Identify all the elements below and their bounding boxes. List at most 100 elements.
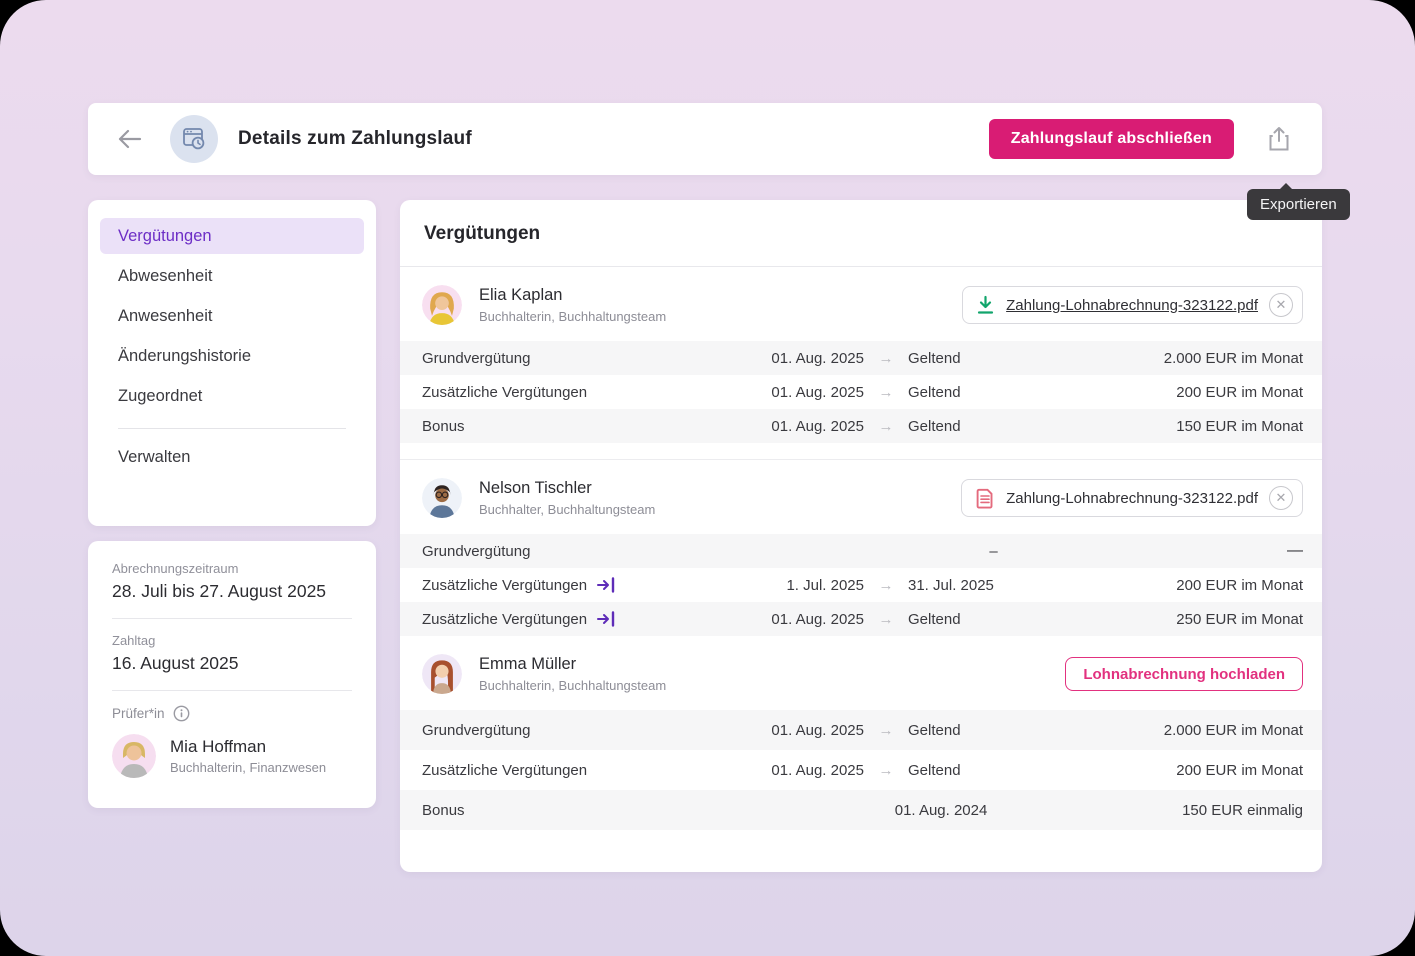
compensation-row: Zusätzliche Vergütungen 01. Aug. 2025 → …: [400, 750, 1322, 790]
sidebar-item-verguetungen[interactable]: Vergütungen: [100, 218, 364, 254]
sidebar-item-verwalten[interactable]: Verwalten: [118, 447, 191, 466]
row-amount: —: [1287, 542, 1303, 559]
compensation-row: Bonus 01. Aug. 2025 → Geltend 150 EUR im…: [400, 409, 1322, 443]
payslip-filename[interactable]: Zahlung-Lohnabrechnung-323122.pdf: [1006, 296, 1258, 314]
compensation-row: Grundvergütung 01. Aug. 2025 → Geltend 2…: [400, 710, 1322, 750]
row-from-date: 1. Jul. 2025: [786, 576, 864, 594]
row-label: Zusätzliche Vergütungen: [422, 383, 588, 401]
export-icon[interactable]: [1262, 122, 1296, 156]
divider: [112, 690, 352, 691]
sidebar-item-aenderungshistorie[interactable]: Änderungshistorie: [118, 346, 251, 365]
payslip-attachment[interactable]: Zahlung-Lohnabrechnung-323122.pdf ✕: [962, 286, 1303, 324]
payslip-filename[interactable]: Zahlung-Lohnabrechnung-323122.pdf: [1006, 489, 1258, 507]
divider: [112, 618, 352, 619]
row-label: Bonus: [422, 801, 465, 819]
compensations-panel: Vergütungen Elia Kaplan Buchhalterin, Bu…: [400, 200, 1322, 872]
arrow-right-icon: →: [878, 576, 894, 594]
back-arrow-icon[interactable]: [112, 122, 146, 156]
reviewer-name: Mia Hoffman: [170, 737, 267, 756]
arrow-right-icon: →: [878, 383, 894, 401]
row-label: Zusätzliche Vergütungen: [422, 610, 588, 628]
row-empty-dash: –: [989, 542, 998, 560]
row-label: Zusätzliche Vergütungen: [422, 761, 588, 779]
employee-role: Buchhalterin, Buchhaltungsteam: [479, 678, 667, 693]
avatar: [422, 285, 462, 325]
download-icon: [978, 295, 994, 314]
row-amount: 150 EUR einmalig: [1182, 801, 1303, 819]
reviewer-role: Buchhalterin, Finanzwesen: [170, 760, 327, 775]
employee-name: Elia Kaplan: [479, 286, 563, 304]
compensation-row: Zusätzliche Vergütungen 01. Aug. 2025 → …: [400, 375, 1322, 409]
row-label: Bonus: [422, 417, 465, 435]
row-label: Zusätzliche Vergütungen: [422, 576, 588, 594]
arrow-right-icon: →: [878, 761, 894, 779]
arrow-right-icon: →: [878, 349, 894, 367]
compensation-row: Grundvergütung 01. Aug. 2025 → Geltend 2…: [400, 341, 1322, 375]
row-to-status: Geltend: [908, 610, 961, 628]
tooltip-label: Exportieren: [1260, 196, 1337, 213]
sidebar-item-zugeordnet[interactable]: Zugeordnet: [118, 386, 203, 405]
employee-role: Buchhalter, Buchhaltungsteam: [479, 502, 656, 517]
row-amount: 2.000 EUR im Monat: [1163, 721, 1303, 739]
compensation-row: Zusätzliche Vergütungen 01. Aug. 2025 → …: [400, 602, 1322, 636]
payday-label: Zahltag: [112, 633, 156, 648]
row-amount: 200 EUR im Monat: [1176, 383, 1303, 401]
arrow-to-bar-icon: [597, 577, 615, 593]
remove-attachment-icon[interactable]: ✕: [1269, 293, 1293, 317]
row-amount: 150 EUR im Monat: [1176, 417, 1303, 435]
section-divider: [400, 459, 1322, 460]
arrow-right-icon: →: [878, 721, 894, 739]
arrow-to-bar-icon: [597, 611, 615, 627]
row-single-date: 01. Aug. 2024: [894, 801, 988, 819]
sidebar-item-anwesenheit[interactable]: Anwesenheit: [118, 306, 213, 325]
row-label: Grundvergütung: [422, 349, 531, 367]
tooltip-caret: [1279, 183, 1293, 190]
employee-name: Emma Müller: [479, 655, 577, 673]
remove-attachment-icon[interactable]: ✕: [1269, 486, 1293, 510]
period-value: 28. Juli bis 27. August 2025: [112, 581, 327, 601]
compensation-row: Grundvergütung – —: [400, 534, 1322, 568]
arrow-right-icon: →: [878, 417, 894, 435]
row-from-date: 01. Aug. 2025: [771, 349, 864, 367]
row-from-date: 01. Aug. 2025: [771, 610, 864, 628]
page-header: Details zum Zahlungslauf Zahlungslauf ab…: [88, 103, 1322, 175]
employee-header: Nelson Tischler Buchhalter, Buchhaltungs…: [400, 460, 1322, 534]
payday-value: 16. August 2025: [112, 653, 239, 673]
employee-header: Emma Müller Buchhalterin, Buchhaltungste…: [400, 636, 1322, 710]
arrow-right-icon: →: [878, 610, 894, 628]
upload-payslip-button[interactable]: Lohnabrechnung hochladen: [1065, 657, 1303, 691]
export-tooltip: Exportieren: [1247, 183, 1350, 220]
sidebar-item-abwesenheit[interactable]: Abwesenheit: [118, 266, 213, 285]
panel-title: Vergütungen: [424, 223, 541, 244]
row-amount: 200 EUR im Monat: [1176, 576, 1303, 594]
page-title: Details zum Zahlungslauf: [238, 128, 472, 149]
row-amount: 2.000 EUR im Monat: [1163, 349, 1303, 367]
row-label: Grundvergütung: [422, 542, 531, 560]
row-from-date: 01. Aug. 2025: [771, 383, 864, 401]
employee-name: Nelson Tischler: [479, 479, 592, 497]
row-label: Grundvergütung: [422, 721, 531, 739]
employee-header: Elia Kaplan Buchhalterin, Buchhaltungste…: [400, 267, 1322, 341]
row-to-status: Geltend: [908, 383, 961, 401]
row-amount: 250 EUR im Monat: [1176, 610, 1303, 628]
reviewer-label: Prüfer*in: [112, 706, 165, 721]
employee-role: Buchhalterin, Buchhaltungsteam: [479, 309, 667, 324]
pdf-document-icon: [976, 488, 993, 509]
row-from-date: 01. Aug. 2025: [771, 417, 864, 435]
sidebar-nav: Vergütungen Abwesenheit Anwesenheit Ände…: [88, 200, 376, 526]
period-label: Abrechnungszeitraum: [112, 561, 239, 576]
avatar: [422, 654, 462, 694]
compensation-row: Zusätzliche Vergütungen 1. Jul. 2025 → 3…: [400, 568, 1322, 602]
compensation-row: Bonus 01. Aug. 2024 150 EUR einmalig: [400, 790, 1322, 830]
row-to-status: Geltend: [908, 761, 961, 779]
row-from-date: 01. Aug. 2025: [771, 761, 864, 779]
sidebar-divider: [118, 428, 346, 429]
info-icon[interactable]: [173, 705, 190, 722]
payroll-summary-card: Abrechnungszeitraum 28. Juli bis 27. Aug…: [88, 541, 376, 808]
row-to-status: 31. Jul. 2025: [908, 576, 994, 594]
row-to-status: Geltend: [908, 721, 961, 739]
row-from-date: 01. Aug. 2025: [771, 721, 864, 739]
complete-payroll-button[interactable]: Zahlungslauf abschließen: [988, 119, 1234, 159]
payslip-attachment[interactable]: Zahlung-Lohnabrechnung-323122.pdf ✕: [961, 479, 1303, 517]
